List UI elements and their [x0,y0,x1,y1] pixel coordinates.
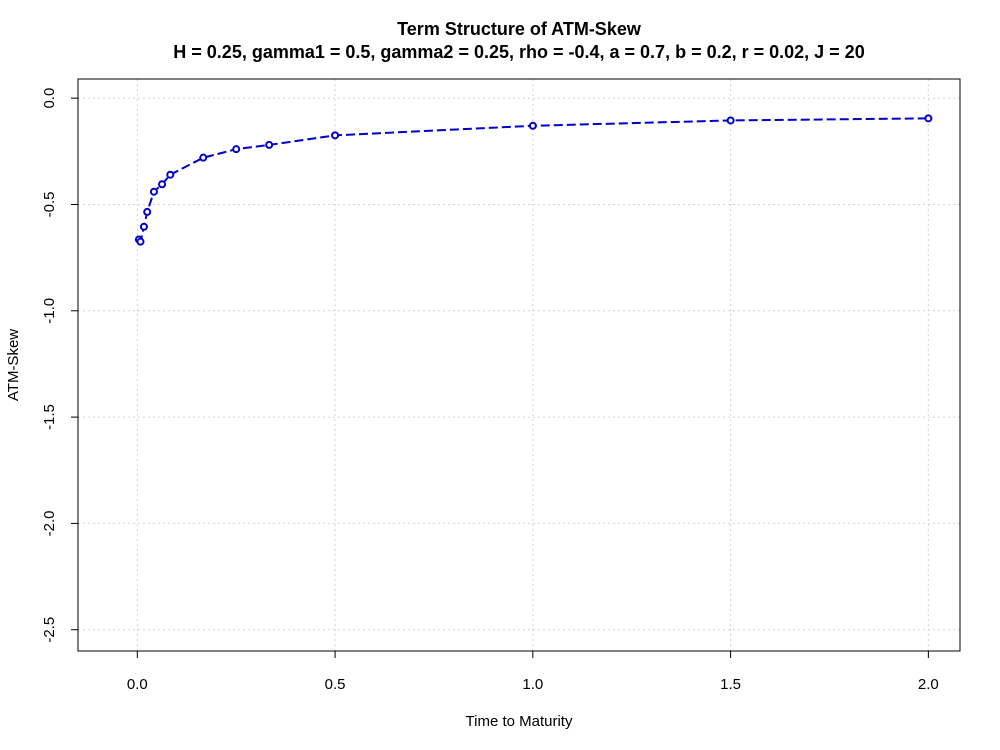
plot-frame [77,78,961,652]
data-point [149,187,158,196]
y-tick-label: 0.0 [41,88,58,109]
x-tick-label: 1.5 [720,676,741,693]
data-point [726,116,735,125]
y-axis-label: ATM-Skew [5,329,22,401]
data-point [232,145,241,154]
y-tick-label: -0.5 [41,192,58,218]
x-tick-label: 0.0 [127,676,148,693]
data-point [528,121,537,130]
series-line [138,117,929,245]
x-tick-label: 0.5 [325,676,346,693]
data-point [136,237,145,246]
y-tick-label: -1.5 [41,404,58,430]
x-tick-label: 2.0 [918,676,939,693]
x-axis-label: Time to Maturity [466,713,573,730]
data-point [139,222,148,231]
grid-lines [78,79,960,651]
y-tick-label: -2.0 [41,510,58,536]
x-tick-label: 1.0 [522,676,543,693]
chart-subtitle: H = 0.25, gamma1 = 0.5, gamma2 = 0.25, r… [173,42,864,62]
data-point [158,180,167,189]
data-point [265,140,274,149]
data-point [143,207,152,216]
series-layer [134,114,933,246]
y-tick-label: -2.5 [41,617,58,643]
data-point [199,153,208,162]
y-tick-label: -1.0 [41,298,58,324]
data-point [924,114,933,123]
x-axis: 0.0 0.5 1.0 1.5 2.0 [127,651,939,693]
data-point [166,170,175,179]
chart-title: Term Structure of ATM-Skew [397,19,642,39]
y-axis: 0.0 -0.5 -1.0 -1.5 -2.0 -2.5 [41,88,78,643]
data-point [331,131,340,140]
